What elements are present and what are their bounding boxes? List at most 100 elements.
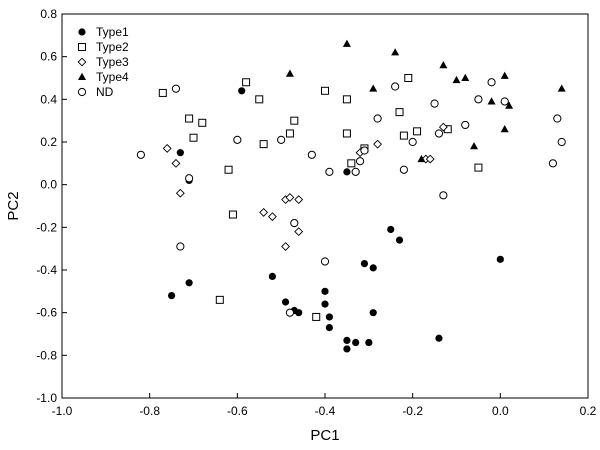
y-tick-label: 0.8: [40, 7, 57, 21]
legend-label-type3: Type3: [96, 55, 129, 69]
point-nd: [325, 167, 334, 176]
point-type2: [198, 118, 207, 127]
y-tick-label: 0.4: [40, 92, 57, 106]
point-type3: [171, 158, 181, 168]
point-type1: [167, 292, 176, 300]
point-nd: [277, 135, 286, 144]
point-type2: [413, 127, 422, 136]
point-type1: [281, 298, 290, 306]
point-nd: [557, 137, 566, 147]
point-type4: [470, 142, 479, 150]
point-nd: [136, 150, 145, 159]
point-type1: [365, 338, 373, 347]
point-type2: [404, 74, 413, 82]
point-type3: [425, 154, 435, 164]
point-nd: [548, 159, 558, 168]
point-nd: [320, 257, 330, 266]
point-nd: [434, 129, 444, 138]
point-type3: [438, 122, 448, 132]
point-type2: [342, 129, 351, 138]
point-nd: [500, 97, 509, 106]
y-tick-label: 0.2: [40, 135, 57, 149]
legend-marker-nd: [77, 87, 87, 97]
point-type2: [395, 108, 404, 117]
point-type2: [259, 140, 268, 149]
x-tick-label: 0.2: [580, 404, 597, 418]
point-nd: [430, 99, 439, 108]
point-nd: [553, 114, 562, 123]
point-type3: [175, 188, 185, 198]
x-tick-label: -0.4: [315, 404, 336, 418]
point-nd: [290, 218, 299, 228]
point-type2: [228, 210, 237, 219]
plot-frame: [61, 13, 589, 399]
point-type4: [439, 61, 448, 69]
point-type2: [224, 165, 233, 174]
point-type1: [295, 309, 303, 317]
y-tick-label: -0.4: [36, 263, 57, 277]
legend-marker-type4: [78, 72, 86, 80]
legend-marker-type3: [77, 57, 87, 67]
point-type2: [185, 114, 194, 123]
point-type4: [417, 154, 426, 163]
y-tick-label: 0.0: [40, 178, 57, 192]
point-nd: [285, 308, 295, 317]
point-nd: [439, 191, 448, 200]
point-type2: [215, 295, 224, 304]
point-type1: [176, 149, 184, 157]
point-nd: [487, 78, 496, 87]
y-axis-title: PC2: [5, 191, 22, 220]
legend-marker-type1: [78, 28, 86, 36]
point-nd: [185, 174, 194, 183]
data-points: [136, 39, 566, 353]
point-type1: [268, 272, 276, 280]
point-type2: [158, 88, 167, 97]
point-type2: [321, 86, 329, 95]
point-type2: [290, 116, 299, 125]
point-type4: [285, 69, 294, 77]
point-type1: [387, 225, 395, 234]
point-type3: [373, 139, 383, 149]
point-type1: [435, 334, 443, 342]
y-tick-label: -0.8: [36, 348, 57, 362]
point-type2: [242, 78, 251, 87]
point-type1: [185, 279, 193, 287]
legend-label-type4: Type4: [96, 70, 129, 84]
point-type1: [238, 87, 246, 95]
legend-label-type1: Type1: [96, 25, 129, 39]
point-nd: [399, 165, 408, 174]
y-tick-label: -1.0: [36, 391, 57, 405]
point-type4: [500, 71, 509, 79]
point-nd: [307, 150, 316, 159]
x-axis-title: PC1: [310, 427, 339, 444]
x-tick-label: -0.8: [139, 404, 160, 418]
point-type3: [285, 193, 295, 202]
point-type1: [343, 336, 351, 344]
point-type2: [399, 131, 408, 140]
point-nd: [176, 242, 185, 251]
point-type1: [321, 287, 329, 295]
point-type3: [162, 143, 172, 153]
point-type4: [461, 73, 470, 81]
point-type3: [259, 207, 269, 217]
point-type3: [294, 195, 304, 205]
point-type1: [325, 313, 333, 321]
point-nd: [408, 137, 417, 147]
x-axis-ticks: -1.0 -0.8 -0.6 -0.4 -0.2 0.0 0.2: [52, 393, 597, 418]
point-nd: [233, 135, 242, 144]
point-nd: [461, 120, 470, 130]
point-type2: [189, 133, 198, 142]
point-type4: [342, 39, 351, 47]
point-type4: [487, 97, 496, 105]
point-nd: [360, 146, 369, 155]
x-tick-label: 0.0: [492, 404, 509, 418]
point-type4: [391, 48, 400, 56]
x-tick-label: -1.0: [52, 404, 73, 418]
point-type1: [369, 309, 377, 317]
point-nd: [373, 114, 382, 123]
point-type4: [505, 101, 514, 109]
point-type1: [395, 236, 404, 244]
x-tick-label: -0.2: [402, 404, 423, 418]
